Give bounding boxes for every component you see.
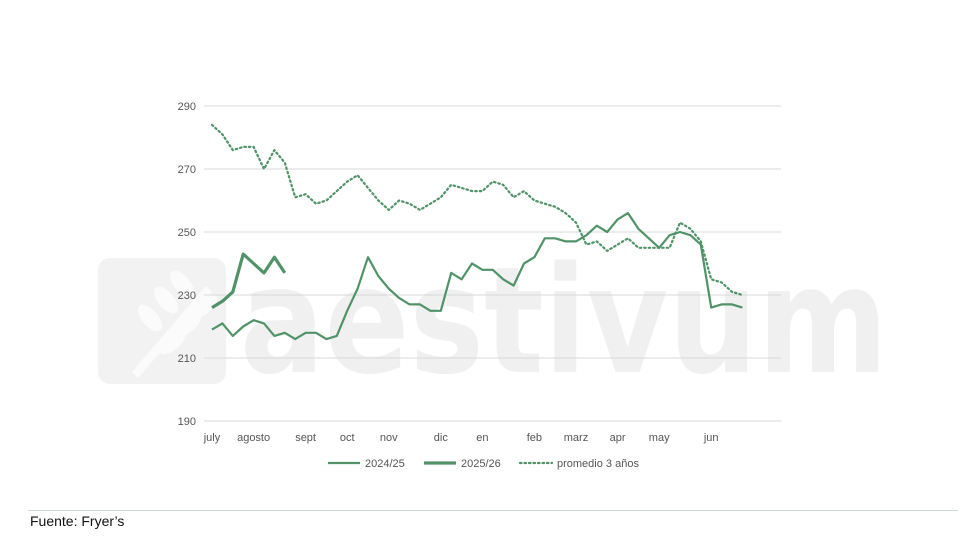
- x-tick-label: may: [649, 432, 670, 444]
- watermark-text: aestivum: [240, 235, 888, 407]
- legend-label-1: 2024/25: [365, 458, 405, 470]
- source-note: Fuente: Fryer’s: [30, 513, 125, 529]
- y-tick-label: 290: [178, 101, 196, 113]
- x-tick-label: nov: [380, 432, 398, 444]
- wheat-icon: [98, 258, 226, 384]
- y-tick-label: 210: [178, 353, 196, 365]
- legend-label-3: promedio 3 años: [557, 458, 639, 470]
- x-tick-label: feb: [527, 432, 542, 444]
- series-line-3: [210, 123, 744, 297]
- y-tick-label: 270: [178, 164, 196, 176]
- x-tick-label: dic: [434, 432, 449, 444]
- series-line-1: [211, 212, 743, 341]
- x-tick-label: en: [476, 432, 488, 444]
- x-tick-label: july: [203, 432, 221, 444]
- x-tick-label: sept: [295, 432, 316, 444]
- series-line-2: [211, 252, 287, 309]
- series: [210, 123, 744, 341]
- footer-divider: [28, 510, 958, 511]
- watermark: aestivum: [98, 235, 888, 407]
- y-axis: 190 210 230 250 270 290: [178, 101, 196, 428]
- x-tick-label: apr: [610, 432, 626, 444]
- y-tick-label: 230: [178, 290, 196, 302]
- legend: 2024/25 2025/26 promedio 3 años: [328, 458, 639, 470]
- y-tick-label: 190: [178, 416, 196, 428]
- x-tick-label: oct: [340, 432, 355, 444]
- x-tick-label: jun: [703, 432, 719, 444]
- x-axis: july agosto sept oct nov dic en feb marz apr may ju…: [203, 432, 719, 444]
- x-tick-label: marz: [564, 432, 588, 444]
- x-tick-label: agosto: [237, 432, 270, 444]
- legend-label-2: 2025/26: [461, 458, 501, 470]
- y-tick-label: 250: [178, 227, 196, 239]
- grid: [204, 105, 781, 422]
- line-chart: aestivum 190 210 230 250 270 290 july agosto se…: [98, 101, 888, 470]
- wheat-icon: [132, 270, 218, 378]
- chart-container: aestivum 190 210 230 250 270 290 july agosto se…: [28, 101, 958, 529]
